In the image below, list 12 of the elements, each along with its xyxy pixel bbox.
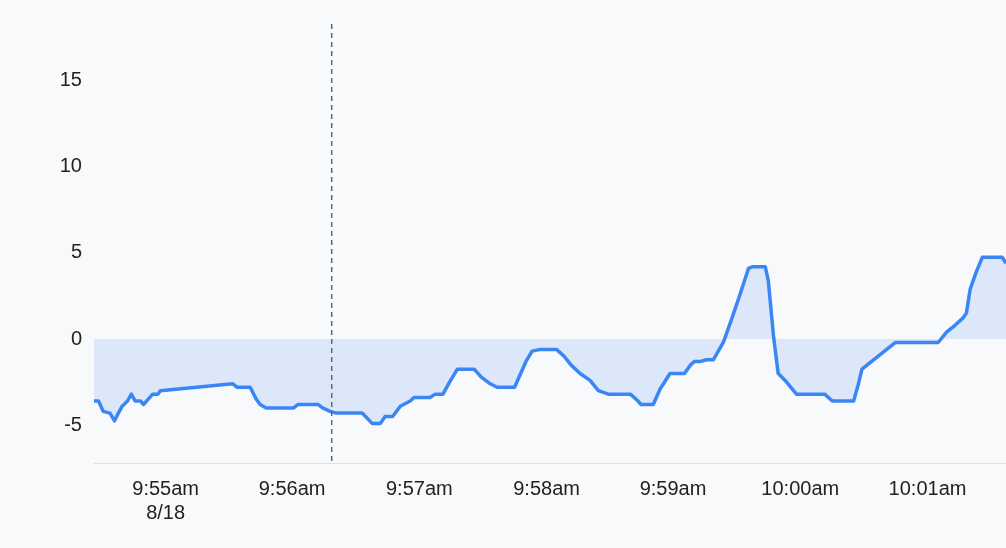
y-tick-label: 5 bbox=[70, 240, 82, 263]
x-tick-label: 9:55am 8/18 bbox=[132, 476, 199, 523]
y-tick-label: 0 bbox=[70, 326, 82, 349]
y-tick-label: 15 bbox=[59, 68, 82, 91]
x-tick-label: 9:59am bbox=[639, 476, 707, 499]
x-tick-label: 9:58am bbox=[513, 476, 580, 499]
x-tick-label: 9:57am bbox=[385, 476, 453, 499]
y-tick-label: -5 bbox=[64, 412, 82, 435]
x-tick-label: 10:00am bbox=[761, 476, 840, 499]
x-tick-label: 10:01am bbox=[888, 476, 967, 499]
y-tick-label: 10 bbox=[59, 154, 82, 177]
x-tick-label: 9:56am bbox=[258, 476, 326, 499]
